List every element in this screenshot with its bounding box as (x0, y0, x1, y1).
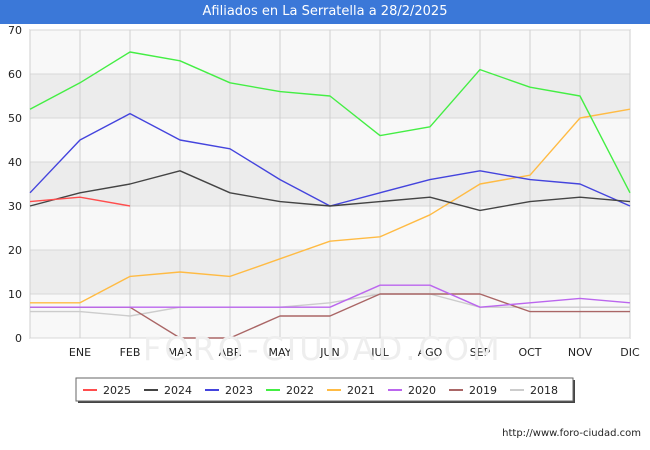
x-tick-label: DIC (620, 346, 640, 359)
y-tick-label: 70 (8, 24, 22, 37)
legend-label-2022: 2022 (286, 384, 314, 397)
legend-label-2025: 2025 (103, 384, 131, 397)
series-line-2022 (29, 51, 631, 194)
series-line-2025 (29, 196, 131, 207)
legend-label-2021: 2021 (347, 384, 375, 397)
x-tick-label: FEB (120, 346, 141, 359)
x-tick-label: ABR (219, 346, 242, 359)
legend-label-2020: 2020 (408, 384, 436, 397)
x-tick-label: JUL (370, 346, 389, 359)
x-tick-label: SEP (470, 346, 491, 359)
series-line-2021 (30, 108, 631, 304)
y-tick-label: 40 (8, 156, 22, 169)
legend-box (75, 377, 574, 402)
x-tick-label: MAY (269, 346, 292, 359)
x-tick-label: NOV (568, 346, 593, 359)
series-line-2024 (29, 170, 631, 212)
x-tick-label: JUN (319, 346, 340, 359)
watermark-text: FORO-CIUDAD.COM (143, 330, 503, 368)
legend-label-2018: 2018 (530, 384, 558, 397)
series-line-2020 (30, 284, 631, 308)
source-link[interactable]: http://www.foro-ciudad.com (502, 428, 641, 439)
x-tick-label: AGO (418, 346, 443, 359)
x-tick-label: ENE (69, 346, 91, 359)
legend-label-2019: 2019 (469, 384, 497, 397)
y-tick-label: 10 (8, 288, 22, 301)
legend-label-2024: 2024 (164, 384, 192, 397)
x-tick-label: MAR (168, 346, 193, 359)
legend-label-2023: 2023 (225, 384, 253, 397)
series-line-2018 (30, 293, 630, 317)
y-tick-label: 20 (8, 244, 22, 257)
y-tick-label: 0 (15, 332, 22, 345)
y-tick-label: 60 (8, 68, 22, 81)
y-tick-label: 30 (8, 200, 22, 213)
chart-title: Afiliados en La Serratella a 28/2/2025 (0, 0, 650, 24)
y-tick-label: 50 (8, 112, 22, 125)
x-tick-label: OCT (518, 346, 541, 359)
